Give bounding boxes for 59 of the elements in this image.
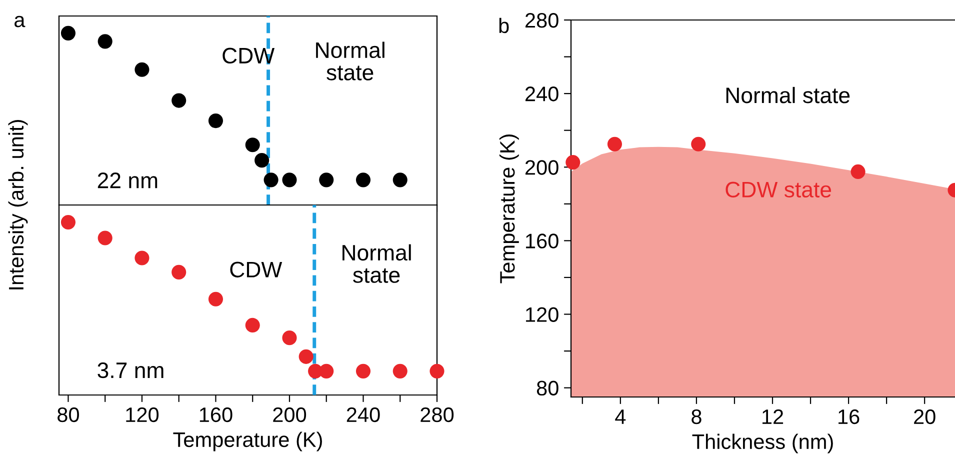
point (566, 155, 580, 170)
point (245, 138, 260, 152)
x-tick-label: 280 (420, 407, 454, 422)
y-axis-title: Intensity (arb. unit) (8, 120, 28, 290)
x-tick-label: 80 (58, 407, 79, 422)
point (392, 364, 408, 378)
y-tick-label: 80 (536, 380, 558, 396)
point (607, 136, 622, 152)
point (319, 364, 334, 378)
point (60, 26, 76, 40)
point (850, 164, 866, 180)
y-tick-label: 160 (526, 234, 558, 248)
point (319, 172, 334, 188)
annotation: Normal state (316, 42, 384, 80)
x-tick-label: 12 (762, 409, 784, 424)
y-axis-title: Temperature (K) (499, 134, 519, 284)
text: b (499, 18, 509, 34)
point (264, 172, 278, 188)
point (254, 153, 270, 168)
point (208, 114, 224, 128)
annotation: 3.7 nm (98, 362, 164, 378)
point (172, 264, 186, 280)
x-tick-label: 4 (615, 410, 626, 424)
annotation: CDW (230, 262, 282, 278)
x-tick-label: 20 (914, 409, 936, 424)
point (282, 330, 297, 346)
point (98, 230, 112, 246)
point (356, 172, 371, 188)
annotation: CDW (222, 48, 275, 64)
x-tick-label: 16 (838, 409, 860, 424)
point (134, 250, 150, 266)
point (60, 214, 76, 230)
point (208, 292, 224, 306)
point (430, 364, 444, 378)
point (691, 136, 706, 152)
x-tick-label: 160 (200, 407, 232, 422)
x-tick-label: 200 (273, 407, 306, 422)
point (245, 318, 260, 332)
point (134, 62, 150, 77)
annotation: Normal state (726, 86, 850, 104)
annotation: CDW state (726, 182, 832, 198)
y-tick-label: 240 (525, 86, 558, 102)
x-tick-label: 8 (692, 409, 702, 424)
x-tick-label: 120 (126, 407, 159, 422)
point (356, 364, 371, 378)
text: a (14, 16, 26, 28)
annotation: 22 nm (98, 172, 158, 188)
point (172, 93, 186, 108)
annotation: Normal state (342, 244, 411, 283)
point (98, 34, 112, 49)
point (298, 349, 314, 364)
point (392, 172, 408, 188)
x-tick-label: 240 (346, 407, 380, 422)
y-tick-label: 280 (525, 13, 558, 28)
y-tick-label: 200 (525, 160, 558, 175)
y-tick-label: 120 (526, 307, 558, 322)
x-axis-title: Temperature (K) (173, 432, 322, 452)
point (282, 172, 297, 188)
x-axis-title: Thickness (nm) (692, 434, 833, 454)
